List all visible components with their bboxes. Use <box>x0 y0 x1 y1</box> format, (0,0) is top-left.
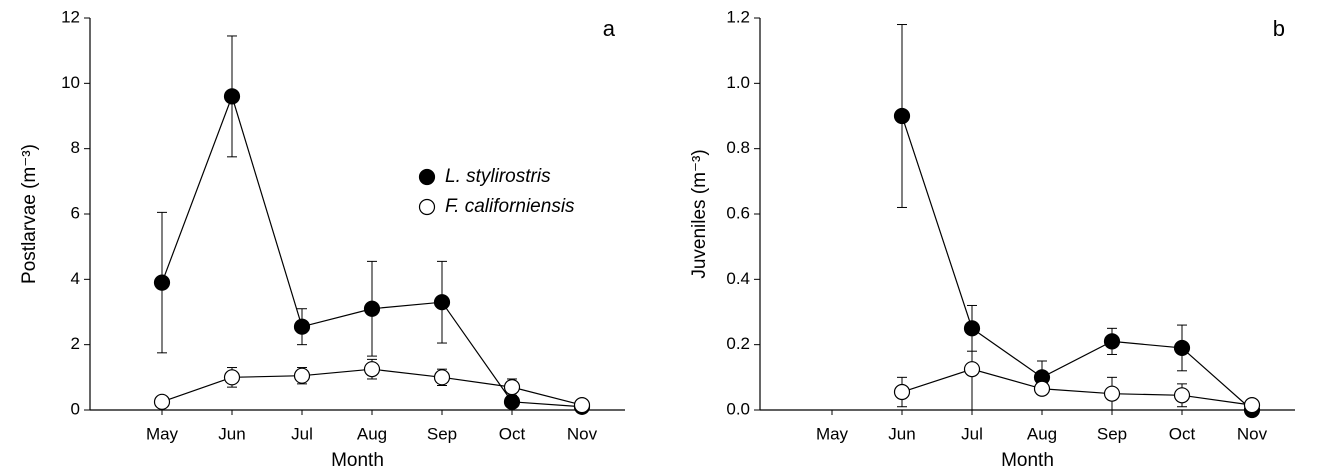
y-tick-label: 0.4 <box>726 269 750 288</box>
y-axis-label: Postlarvae (m⁻³) <box>19 144 40 284</box>
data-point <box>503 379 521 396</box>
y-tick-label: 10 <box>61 73 80 92</box>
y-tick-label: 2 <box>71 334 80 353</box>
data-point <box>153 274 171 291</box>
y-tick-label: 4 <box>71 269 80 288</box>
data-point <box>223 88 241 105</box>
legend-marker <box>418 198 436 216</box>
legend-label: F. californiensis <box>445 196 575 217</box>
data-point <box>363 300 381 317</box>
x-tick-label: May <box>146 424 179 443</box>
x-tick-label: Aug <box>1027 424 1057 443</box>
x-tick-label: Jun <box>888 424 915 443</box>
data-point <box>433 294 451 311</box>
data-point <box>893 383 911 401</box>
data-point <box>1103 333 1121 350</box>
x-tick-label: Nov <box>1237 424 1268 443</box>
legend-label: L. stylirostris <box>445 166 551 187</box>
series-line <box>901 115 1253 411</box>
y-tick-label: 0.6 <box>726 203 750 222</box>
data-point <box>1173 387 1191 404</box>
data-point <box>573 397 591 414</box>
panel-label: b <box>1273 16 1285 41</box>
panel-label: a <box>603 16 616 41</box>
series-line <box>901 368 1253 406</box>
data-point <box>153 393 171 410</box>
legend-marker <box>418 168 436 186</box>
data-point <box>963 361 981 378</box>
x-tick-label: Sep <box>1097 424 1127 443</box>
y-tick-label: 12 <box>61 7 80 26</box>
data-point <box>293 367 311 384</box>
x-tick-label: May <box>816 424 849 443</box>
x-tick-label: Sep <box>427 424 457 443</box>
y-tick-label: 1.2 <box>726 7 750 26</box>
y-tick-label: 0.0 <box>726 399 750 418</box>
y-tick-label: 0.2 <box>726 334 750 353</box>
data-point <box>433 369 451 386</box>
data-point <box>223 369 241 386</box>
y-tick-label: 0 <box>71 399 80 418</box>
x-tick-label: Nov <box>567 424 598 443</box>
y-tick-label: 6 <box>71 203 80 222</box>
data-point <box>293 318 311 335</box>
x-axis-label: Month <box>1001 450 1054 471</box>
y-tick-label: 0.8 <box>726 138 750 157</box>
x-tick-label: Oct <box>499 424 526 443</box>
y-tick-label: 8 <box>71 138 80 157</box>
x-axis-label: Month <box>331 450 384 471</box>
x-tick-label: Oct <box>1169 424 1196 443</box>
data-point <box>363 361 381 378</box>
y-tick-label: 1.0 <box>726 73 750 92</box>
x-tick-label: Jun <box>218 424 245 443</box>
y-axis-label: Juveniles (m⁻³) <box>689 149 710 278</box>
data-point <box>1243 397 1261 414</box>
data-point <box>1033 380 1051 397</box>
data-point <box>1173 339 1191 357</box>
data-point <box>1103 385 1121 402</box>
data-point <box>963 320 981 337</box>
data-point <box>893 107 911 125</box>
x-tick-label: Jul <box>961 424 983 443</box>
data-point <box>503 393 521 410</box>
x-tick-label: Jul <box>291 424 313 443</box>
x-tick-label: Aug <box>357 424 387 443</box>
